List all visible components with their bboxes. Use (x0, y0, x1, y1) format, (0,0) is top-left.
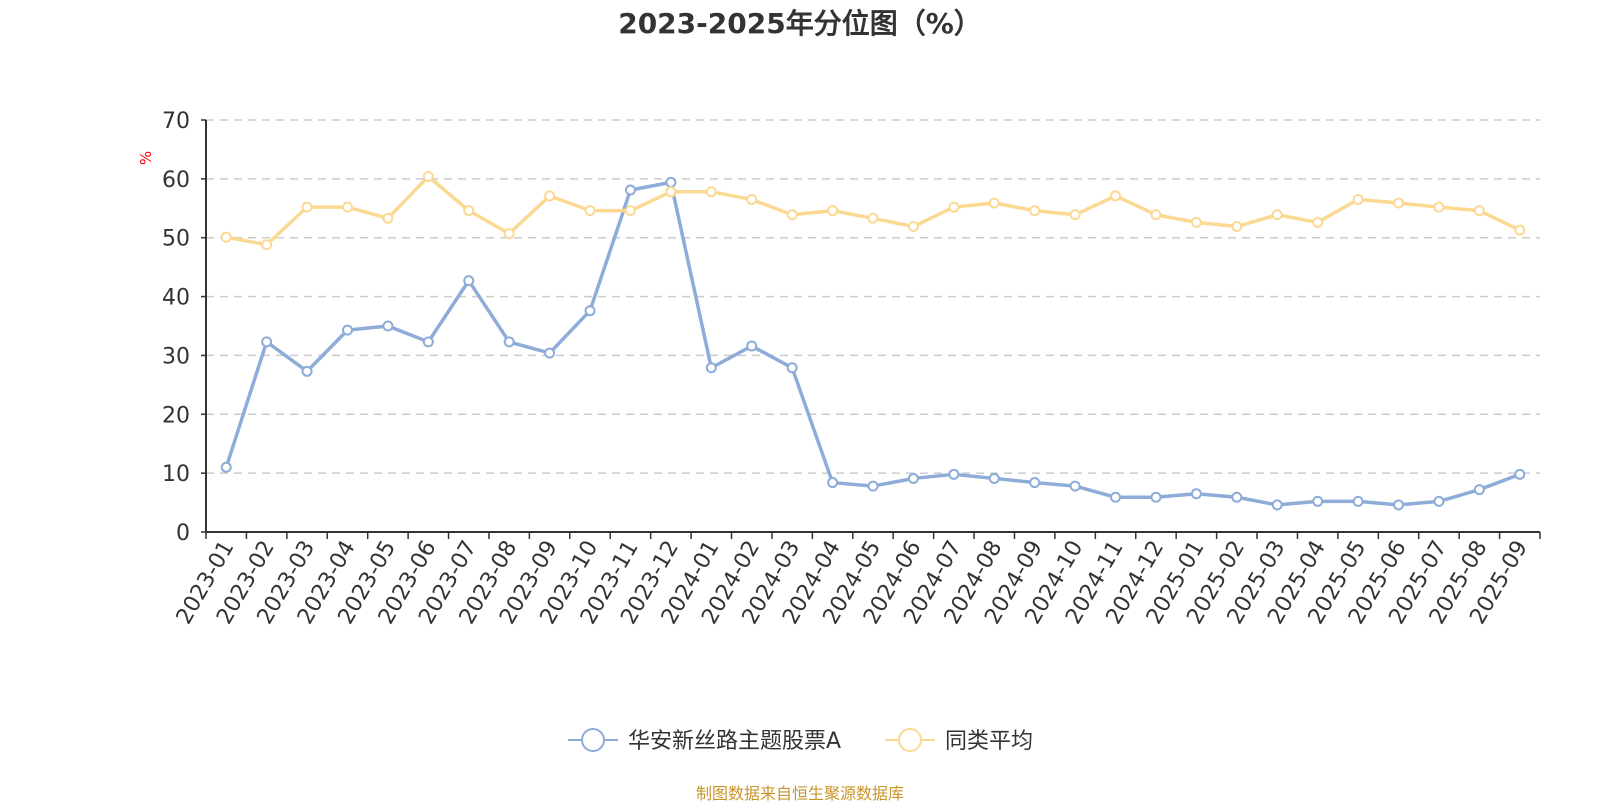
data-point (382, 320, 394, 332)
data-point (948, 201, 960, 213)
data-point (503, 336, 515, 348)
series-1 (220, 176, 1526, 511)
data-point (907, 221, 919, 233)
data-point (1069, 480, 1081, 492)
data-point (1150, 491, 1162, 503)
data-point (1312, 216, 1324, 228)
legend-item-1[interactable]: 华安新丝路主题股票A (568, 728, 841, 754)
data-point (1190, 216, 1202, 228)
data-point (1514, 468, 1526, 480)
data-point (261, 336, 273, 348)
data-point (1271, 499, 1283, 511)
data-point (463, 205, 475, 217)
y-tick-label: 0 (176, 521, 190, 546)
data-point (988, 472, 1000, 484)
data-point (422, 171, 434, 183)
data-point (988, 197, 1000, 209)
data-point (1190, 488, 1202, 500)
data-point (1069, 209, 1081, 221)
data-point (1473, 484, 1485, 496)
data-point (705, 362, 717, 374)
data-point (1150, 209, 1162, 221)
data-point (1393, 197, 1405, 209)
data-point (746, 340, 758, 352)
data-point (382, 212, 394, 224)
y-tick-label: 50 (162, 227, 190, 252)
data-point (1352, 193, 1364, 205)
data-point (503, 228, 515, 240)
data-point (665, 176, 677, 188)
data-point (665, 186, 677, 198)
series-lines (220, 171, 1526, 511)
data-point (220, 231, 232, 243)
y-axis: 0 10 20 30 40 50 60 70 (162, 109, 207, 546)
data-point (261, 239, 273, 251)
data-point (786, 209, 798, 221)
y-axis-unit-label: % (137, 151, 155, 165)
legend-marker-icon (898, 728, 922, 752)
data-point (1029, 205, 1041, 217)
data-point (827, 205, 839, 217)
data-point (1514, 224, 1526, 236)
grid-lines (206, 119, 1540, 474)
series-line (225, 174, 1521, 247)
data-point (624, 184, 636, 196)
data-point (1433, 495, 1445, 507)
data-point (1312, 495, 1324, 507)
data-point (301, 201, 313, 213)
legend-marker-icon (581, 728, 605, 752)
data-point (544, 190, 556, 202)
data-point (948, 468, 960, 480)
chart-title: 2023-2025年分位图（%） (618, 7, 982, 40)
data-point (341, 201, 353, 213)
y-tick-label: 30 (162, 344, 190, 369)
data-point (867, 480, 879, 492)
series-2 (220, 171, 1526, 251)
data-point (746, 193, 758, 205)
data-point (827, 477, 839, 489)
data-point (341, 324, 353, 336)
data-point (1393, 499, 1405, 511)
data-point (301, 365, 313, 377)
data-point (544, 347, 556, 359)
data-point (1110, 190, 1122, 202)
legend-item-2[interactable]: 同类平均 (885, 728, 1033, 754)
data-point (1473, 205, 1485, 217)
data-point (584, 205, 596, 217)
legend-label: 华安新丝路主题股票A (628, 729, 841, 754)
data-point (705, 186, 717, 198)
data-point (463, 275, 475, 287)
data-point (1271, 209, 1283, 221)
data-source-note: 制图数据来自恒生聚源数据库 (695, 784, 904, 803)
y-tick-label: 70 (162, 109, 190, 134)
data-point (1029, 477, 1041, 489)
legend[interactable]: 华安新丝路主题股票A 同类平均 (568, 728, 1033, 754)
data-point (1433, 201, 1445, 213)
legend-label: 同类平均 (945, 729, 1033, 754)
data-point (220, 461, 232, 473)
data-point (1110, 491, 1122, 503)
data-point (1231, 491, 1243, 503)
data-point (867, 212, 879, 224)
data-point (1231, 221, 1243, 233)
data-point (624, 205, 636, 217)
series-line (224, 180, 1521, 507)
data-point (422, 336, 434, 348)
data-point (1352, 495, 1364, 507)
y-tick-label: 40 (162, 286, 190, 311)
data-point (786, 362, 798, 374)
data-point (584, 305, 596, 317)
x-axis: 2023-012023-022023-032023-042023-052023-… (172, 531, 1541, 629)
y-tick-label: 20 (162, 403, 190, 428)
y-tick-label: 10 (162, 462, 190, 487)
y-tick-label: 60 (162, 168, 190, 193)
data-point (907, 472, 919, 484)
